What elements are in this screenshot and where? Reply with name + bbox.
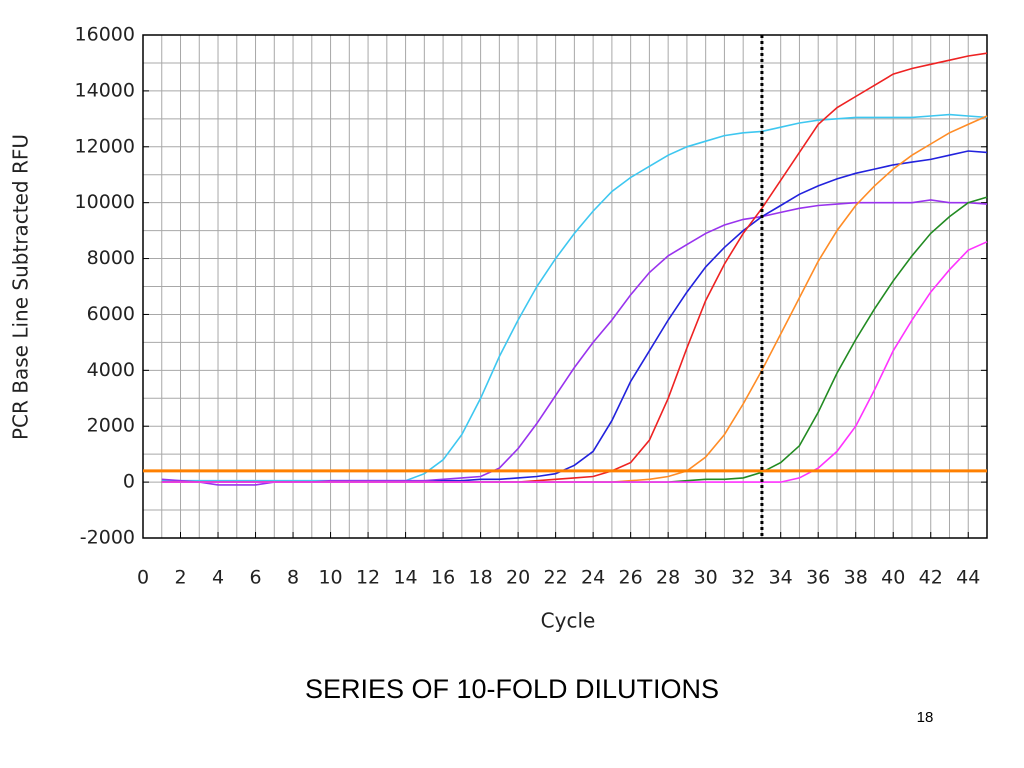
x-tick-label: 18	[469, 567, 493, 589]
x-tick-label: 28	[656, 567, 680, 589]
series-line	[161, 113, 988, 482]
chart-title: SERIES OF 10-FOLD DILUTIONS	[305, 674, 719, 704]
x-tick-label: 40	[881, 567, 905, 589]
x-tick-label: 26	[619, 567, 643, 589]
x-tick-label: 6	[249, 567, 261, 589]
y-tick-label: 6000	[87, 303, 135, 325]
x-tick-label: 30	[694, 567, 718, 589]
y-tick-label: 10000	[75, 191, 135, 213]
page-number: 18	[917, 709, 934, 726]
x-tick-label: 12	[356, 567, 380, 589]
y-tick-label: 8000	[87, 247, 135, 269]
y-tick-label: 0	[123, 471, 135, 493]
x-tick-label: 2	[174, 567, 186, 589]
y-tick-label: 14000	[75, 79, 135, 101]
x-tick-label: 24	[581, 567, 605, 589]
x-tick-label: 42	[919, 567, 943, 589]
y-tick-label: 12000	[75, 135, 135, 157]
x-tick-label: 22	[544, 567, 568, 589]
plot-frame	[142, 34, 988, 539]
x-tick-label: 44	[956, 567, 980, 589]
x-tick-label: 8	[287, 567, 299, 589]
x-tick-label: 34	[769, 567, 793, 589]
x-tick-label: 0	[137, 567, 149, 589]
x-tick-label: 14	[393, 567, 417, 589]
x-tick-label: 4	[212, 567, 224, 589]
y-tick-label: 16000	[75, 24, 135, 46]
y-tick-label: 4000	[87, 359, 135, 381]
x-tick-label: 16	[431, 567, 455, 589]
x-axis-label: Cycle	[541, 609, 596, 633]
x-tick-label: 38	[844, 567, 868, 589]
x-tick-label: 20	[506, 567, 530, 589]
x-tick-label: 32	[731, 567, 755, 589]
y-axis-label: PCR Base Line Subtracted RFU	[9, 134, 33, 440]
series-line	[161, 241, 988, 483]
x-tick-label: 10	[318, 567, 342, 589]
y-tick-label: 2000	[87, 415, 135, 437]
y-tick-label: -2000	[80, 527, 135, 549]
x-tick-label: 36	[806, 567, 830, 589]
